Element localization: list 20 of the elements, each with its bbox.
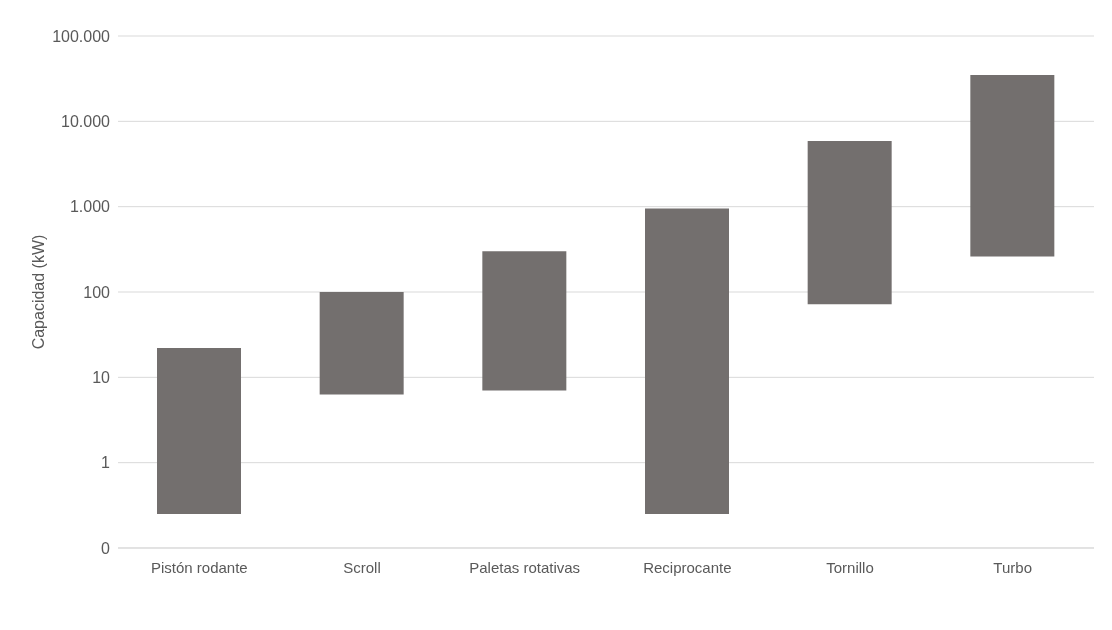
y-tick-label: 0 (101, 539, 111, 557)
bar (970, 74, 1055, 257)
x-tick-label: Scroll (343, 558, 381, 576)
bar (645, 208, 729, 515)
bar (482, 251, 567, 391)
bar (807, 140, 892, 305)
y-tick-label: 10.000 (61, 113, 111, 131)
x-tick-label: Reciprocante (643, 558, 732, 576)
y-tick-label: 100.000 (52, 27, 111, 45)
y-tick-label: 10 (92, 369, 111, 387)
y-tick-label: 1 (101, 454, 111, 472)
y-tick-label: 100 (83, 283, 111, 301)
x-tick-label: Turbo (993, 558, 1032, 576)
bar (157, 348, 241, 515)
x-tick-label: Tornillo (826, 558, 874, 576)
x-tick-label: Pistón rodante (150, 558, 248, 576)
x-tick-label: Paletas rotativas (469, 558, 581, 576)
y-axis-title: Capacidad (kW) (29, 234, 47, 350)
y-tick-label: 1.000 (69, 198, 111, 216)
bar (319, 292, 404, 395)
